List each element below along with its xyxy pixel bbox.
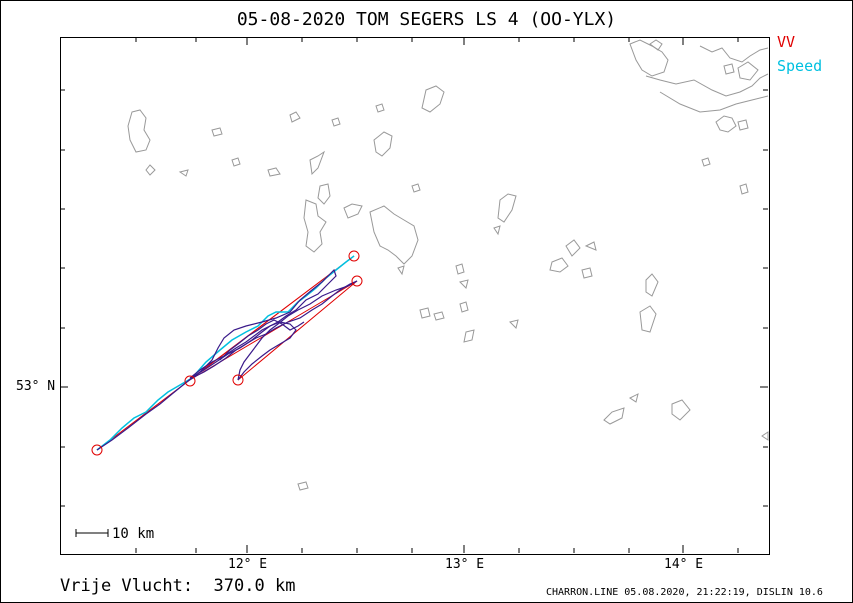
lon-label-12: 12° E [228, 557, 268, 572]
lon-label-14: 14° E [664, 557, 704, 572]
legend-speed: Speed [777, 57, 823, 75]
distance-label: Vrije Vlucht: [60, 576, 194, 596]
flight-title: 05-08-2020 TOM SEGERS LS 4 (OO-YLX) [236, 9, 617, 30]
lat-label: 53° N [16, 379, 56, 394]
distance-value: 370.0 km [213, 576, 296, 596]
speed-track [96, 255, 355, 451]
scale-label: 10 km [112, 526, 155, 542]
lat-ticks [60, 89, 768, 507]
free-flight-distance: Vrije Vlucht: 370.0 km [60, 576, 295, 596]
map-area [60, 37, 770, 555]
scale-bar [75, 529, 109, 537]
legend-vv: VV [777, 33, 796, 51]
flight-trace [96, 268, 358, 451]
lon-label-13: 13° E [445, 557, 485, 572]
footer-info: CHARRON.LINE 05.08.2020, 21:22:19, DISLI… [546, 587, 823, 598]
lon-ticks [135, 37, 739, 553]
coastlines [127, 39, 769, 491]
turnpoints [91, 250, 363, 456]
